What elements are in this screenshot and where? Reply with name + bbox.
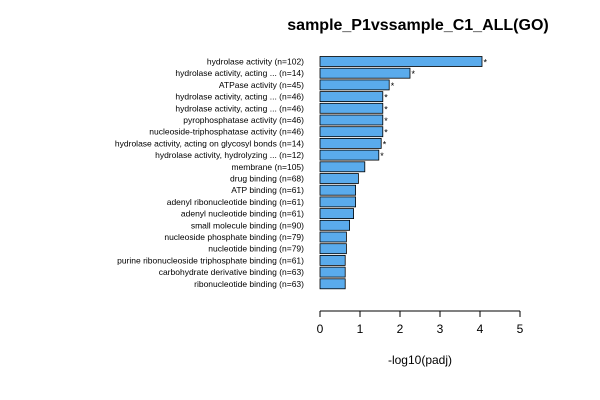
- significance-marker: *: [484, 58, 488, 68]
- category-label: hydrolase activity, acting ... (n=14): [175, 68, 304, 78]
- significance-marker: *: [391, 81, 395, 91]
- bar: [319, 161, 366, 173]
- bar: [319, 243, 347, 255]
- bar: [319, 114, 384, 126]
- significance-markers: *********: [380, 58, 487, 162]
- x-tick-label: 0: [317, 322, 324, 336]
- bar: [319, 137, 382, 149]
- category-label: hydrolase activity, acting ... (n=46): [175, 92, 304, 102]
- category-label: hydrolase activity, acting ... (n=46): [175, 103, 304, 113]
- x-axis-title: -log10(padj): [388, 353, 452, 367]
- category-label: hydrolase activity (n=102): [207, 57, 304, 67]
- category-label: hydrolase activity, acting on glycosyl b…: [115, 138, 304, 148]
- x-axis-ticks: 0 1 2 3 4 5: [317, 311, 524, 336]
- bar: [319, 208, 354, 220]
- chart-title: sample_P1vssample_C1_ALL(GO): [287, 17, 548, 34]
- bar: [319, 126, 384, 138]
- category-labels: hydrolase activity (n=102)hydrolase acti…: [115, 57, 304, 289]
- category-label: membrane (n=105): [231, 162, 304, 172]
- category-label: nucleoside-triphosphatase activity (n=46…: [149, 127, 304, 137]
- bar: [319, 184, 356, 196]
- significance-marker: *: [384, 116, 388, 126]
- bar: [319, 278, 346, 290]
- significance-marker: *: [383, 139, 387, 149]
- x-tick-label: 2: [397, 322, 404, 336]
- category-label: ATPase activity (n=45): [219, 80, 304, 90]
- category-label: nucleoside phosphate binding (n=79): [164, 232, 304, 242]
- bar: [319, 79, 390, 91]
- bar: [319, 219, 351, 231]
- category-label: carbohydrate derivative binding (n=63): [159, 267, 304, 277]
- bar: [319, 196, 356, 208]
- category-label: small molecule binding (n=90): [191, 220, 304, 230]
- x-tick-label: 1: [357, 322, 364, 336]
- significance-marker: *: [384, 104, 388, 114]
- bar: [319, 56, 483, 67]
- category-label: hydrolase activity, hydrolyzing ... (n=1…: [155, 150, 304, 160]
- bar: [319, 67, 411, 79]
- category-label: nucleotide binding (n=79): [208, 244, 304, 254]
- x-tick-label: 5: [517, 322, 524, 336]
- significance-marker: *: [384, 93, 388, 103]
- bar: [319, 149, 380, 161]
- category-label: ribonucleotide binding (n=63): [194, 279, 304, 289]
- bar: [319, 254, 346, 266]
- x-tick-label: 4: [477, 322, 484, 336]
- bar: [319, 102, 384, 114]
- category-label: adenyl nucleotide binding (n=61): [181, 209, 304, 219]
- x-tick-label: 3: [437, 322, 444, 336]
- significance-marker: *: [380, 151, 384, 161]
- significance-marker: *: [412, 69, 416, 79]
- category-label: ATP binding (n=61): [231, 185, 304, 195]
- category-label: pyrophosphatase activity (n=46): [183, 115, 304, 125]
- category-label: purine ribonucleoside triphosphate bindi…: [117, 255, 304, 265]
- bar: [319, 231, 347, 243]
- significance-marker: *: [384, 128, 388, 138]
- bar: [319, 91, 384, 102]
- category-label: drug binding (n=68): [230, 174, 304, 184]
- bars-layer: [319, 56, 483, 290]
- bar: [319, 266, 346, 278]
- category-label: adenyl ribonucleotide binding (n=61): [167, 197, 304, 207]
- bar: [319, 173, 359, 184]
